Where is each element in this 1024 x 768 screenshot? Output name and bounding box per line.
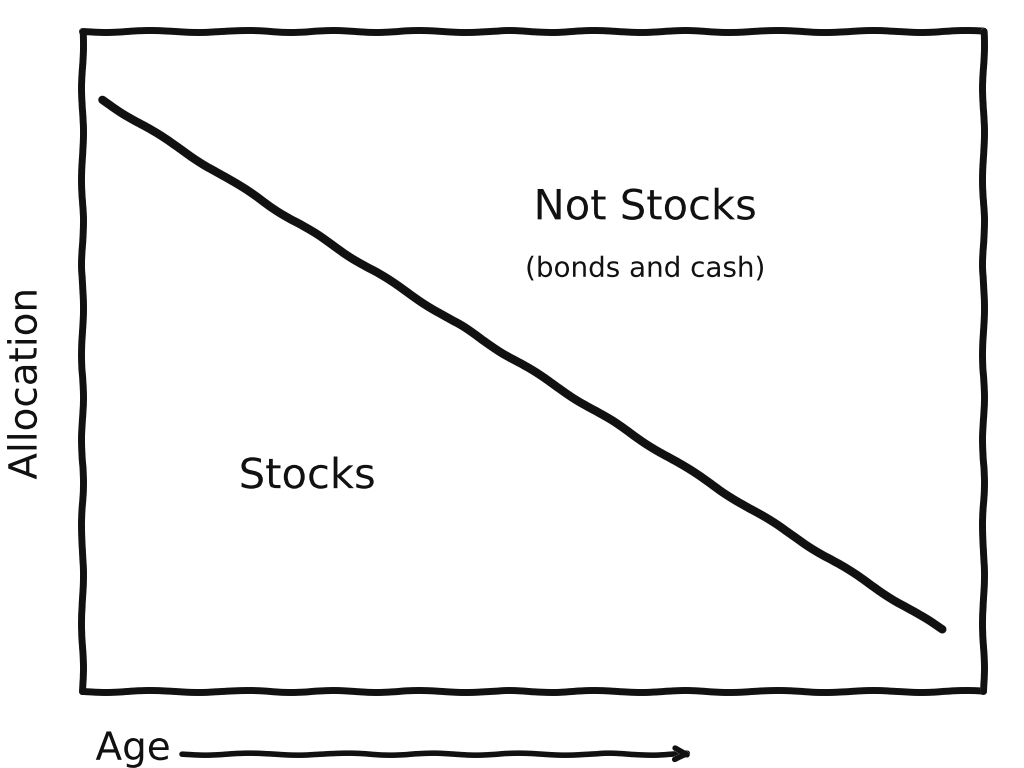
Text: Not Stocks: Not Stocks [534, 187, 757, 228]
Text: Age: Age [95, 730, 171, 768]
Text: Stocks: Stocks [239, 455, 376, 497]
Text: Allocation: Allocation [6, 288, 45, 480]
Text: (bonds and cash): (bonds and cash) [525, 255, 765, 283]
